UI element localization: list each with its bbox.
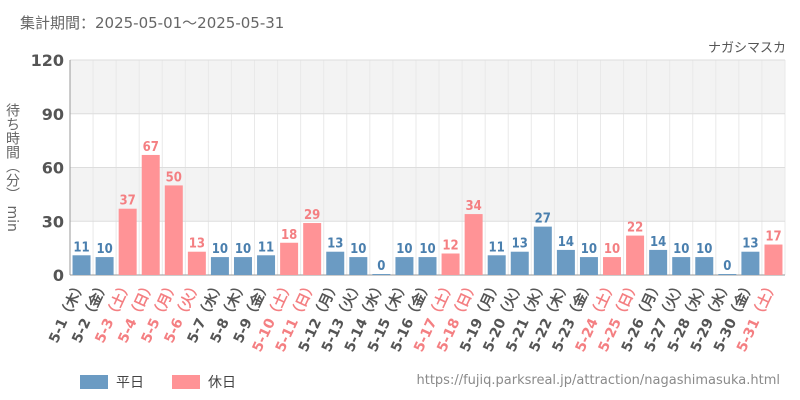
- legend-item-weekday: 平日: [80, 372, 144, 392]
- bar: [326, 251, 345, 275]
- bar: [118, 208, 137, 275]
- data-label: 50: [166, 170, 182, 185]
- y-tick-label: 90: [42, 105, 64, 124]
- bar: [72, 255, 91, 275]
- legend-swatch-holiday: [172, 375, 200, 389]
- grid-band: [70, 167, 785, 222]
- bar: [257, 255, 276, 275]
- data-label: 22: [627, 221, 643, 236]
- y-tick-label: 30: [42, 212, 64, 231]
- bar: [487, 255, 506, 275]
- data-label: 10: [235, 242, 251, 257]
- data-label: 11: [73, 240, 89, 255]
- data-label: 10: [419, 242, 435, 257]
- data-label: 0: [723, 259, 731, 274]
- y-axis-title-wrap: 待ち時間（分） min: [4, 60, 20, 275]
- data-label: 14: [650, 235, 666, 250]
- bar: [556, 249, 575, 275]
- bar: [441, 253, 460, 275]
- data-label: 34: [465, 199, 481, 214]
- y-tick-label: 0: [53, 266, 64, 285]
- bar: [303, 223, 322, 275]
- data-label: 13: [742, 237, 758, 252]
- data-label: 14: [558, 235, 574, 250]
- data-label: 37: [120, 194, 136, 209]
- data-label: 10: [696, 242, 712, 257]
- bar: [164, 185, 183, 275]
- data-label: 67: [143, 140, 159, 155]
- data-label: 0: [377, 259, 385, 274]
- legend-item-holiday: 休日: [172, 372, 236, 392]
- data-label: 11: [489, 240, 505, 255]
- data-label: 10: [350, 242, 366, 257]
- bar: [233, 257, 252, 275]
- bar: [626, 235, 645, 275]
- data-label: 10: [604, 242, 620, 257]
- bar: [210, 257, 229, 275]
- bar: [395, 257, 414, 275]
- bar: [649, 249, 668, 275]
- period-label: 集計期間：2025-05-01〜2025-05-31: [20, 14, 285, 32]
- bar: [764, 244, 783, 275]
- data-label: 13: [327, 237, 343, 252]
- data-label: 12: [442, 239, 458, 254]
- legend-label-weekday: 平日: [116, 375, 144, 391]
- data-label: 13: [189, 237, 205, 252]
- source-url: https://fujiq.parksreal.jp/attraction/na…: [416, 373, 781, 388]
- data-label: 10: [673, 242, 689, 257]
- legend-swatch-weekday: [80, 375, 108, 389]
- data-label: 10: [96, 242, 112, 257]
- attraction-name: ナガシマスカ: [707, 41, 786, 56]
- bar: [603, 257, 622, 275]
- data-label: 10: [396, 242, 412, 257]
- bar: [672, 257, 691, 275]
- bar: [533, 226, 552, 275]
- bar: [280, 242, 299, 275]
- bar: [372, 274, 391, 275]
- y-tick-label: 60: [42, 159, 64, 178]
- bar: [695, 257, 714, 275]
- bar: [464, 214, 483, 275]
- y-axis-title: 待ち時間（分） min: [4, 103, 20, 232]
- bar: [141, 154, 160, 275]
- bar: [187, 251, 206, 275]
- data-label: 17: [765, 230, 781, 245]
- data-label: 27: [535, 212, 551, 227]
- data-label: 10: [581, 242, 597, 257]
- legend: 平日 休日: [80, 372, 236, 392]
- bar: [418, 257, 437, 275]
- data-label: 13: [512, 237, 528, 252]
- data-label: 10: [212, 242, 228, 257]
- bar: [95, 257, 114, 275]
- bar: [349, 257, 368, 275]
- bar: [718, 274, 737, 275]
- y-tick-label: 120: [31, 51, 64, 70]
- bar: [510, 251, 529, 275]
- data-label: 29: [304, 208, 320, 223]
- legend-label-holiday: 休日: [208, 375, 236, 391]
- grid-band: [70, 60, 785, 114]
- bar: [741, 251, 760, 275]
- data-label: 18: [281, 228, 297, 243]
- bar: [579, 257, 598, 275]
- data-label: 11: [258, 240, 274, 255]
